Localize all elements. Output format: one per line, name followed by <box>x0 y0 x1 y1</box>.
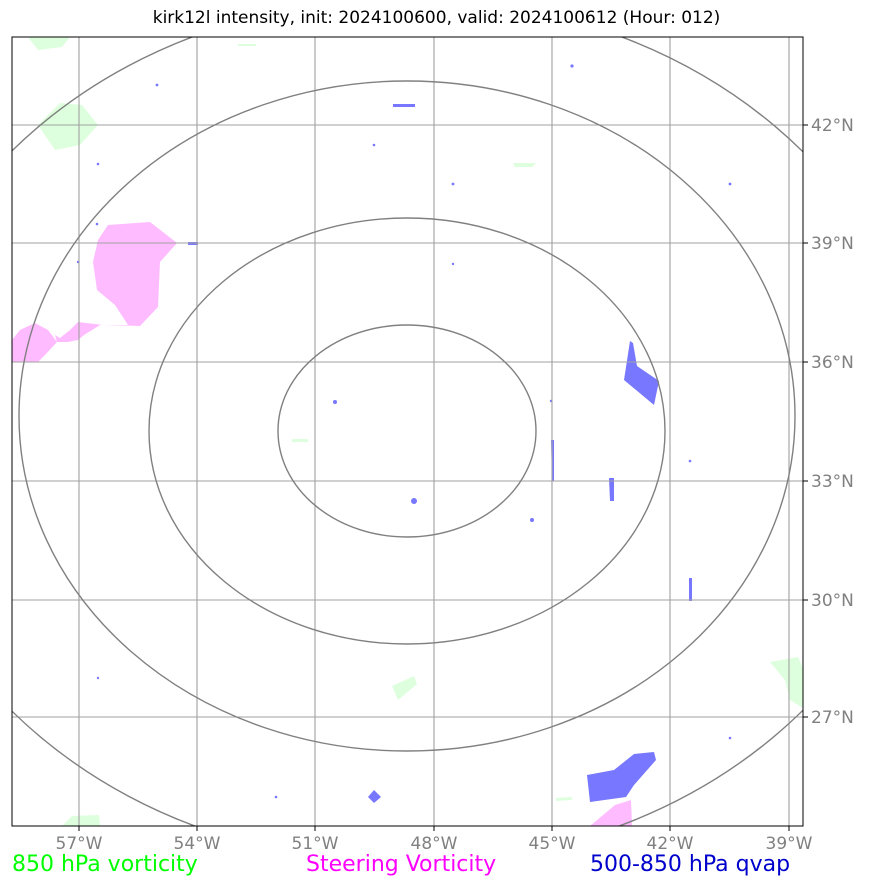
graticule <box>12 37 803 826</box>
lat-label: 42°N <box>811 116 854 136</box>
lat-label: 36°N <box>811 353 854 373</box>
map-title: kirk12l intensity, init: 2024100600, val… <box>152 8 721 28</box>
qvap-dot <box>96 676 100 680</box>
lat-labels: 42°N 39°N 36°N 33°N 30°N 27°N <box>811 116 854 728</box>
qvap-patch <box>624 341 659 405</box>
vorticity-patch <box>38 103 98 150</box>
lon-label: 48°W <box>411 834 458 854</box>
vorticity-contours <box>28 37 803 826</box>
map-plot-area <box>12 37 803 826</box>
lon-label: 45°W <box>529 834 576 854</box>
map-frame <box>11 36 804 827</box>
qvap-dot <box>570 64 574 68</box>
qvap-dot <box>155 83 159 87</box>
qvap-patch <box>393 104 415 107</box>
steering-patch <box>12 323 57 362</box>
vorticity-patch <box>392 676 417 700</box>
lon-label: 51°W <box>292 834 339 854</box>
range-ring <box>148 217 666 645</box>
vorticity-patch <box>513 163 536 167</box>
vorticity-patch <box>292 439 308 442</box>
lat-label: 27°N <box>811 708 854 728</box>
legend-850hpa-vorticity: 850 hPa vorticity <box>12 852 198 877</box>
vorticity-patch <box>556 797 572 801</box>
steering-patch <box>55 222 177 342</box>
qvap-dot <box>96 162 100 166</box>
steering-vorticity-contours <box>12 222 632 826</box>
vorticity-patch <box>770 657 803 708</box>
qvap-dot <box>411 498 417 504</box>
qvap-dot <box>333 400 337 404</box>
range-ring <box>18 80 796 752</box>
qvap-dot <box>451 182 455 186</box>
qvap-dot <box>688 459 692 463</box>
qvap-dot <box>95 222 99 226</box>
lon-label: 54°W <box>174 834 221 854</box>
qvap-dot <box>274 795 278 799</box>
lat-label: 33°N <box>811 472 854 492</box>
qvap-dot <box>728 736 732 740</box>
qvap-patch <box>587 752 656 802</box>
vorticity-patch <box>62 815 100 826</box>
vorticity-patch <box>238 44 256 46</box>
steering-patch <box>590 800 632 826</box>
qvap-patch <box>368 790 381 803</box>
range-ring <box>12 37 803 826</box>
legend-steering-vorticity: Steering Vorticity <box>306 852 497 877</box>
lat-label: 39°N <box>811 234 854 254</box>
lon-label: 42°W <box>647 834 694 854</box>
lon-labels: 57°W 54°W 51°W 48°W 45°W 42°W 39°W <box>56 834 813 854</box>
qvap-patch <box>689 578 692 601</box>
qvap-dot <box>451 262 455 266</box>
lon-label: 57°W <box>56 834 103 854</box>
lon-label: 39°W <box>766 834 813 854</box>
axis-ticks <box>78 124 808 831</box>
vorticity-patch <box>28 37 70 50</box>
legend-qvap: 500-850 hPa qvap <box>590 852 791 877</box>
qvap-dot <box>728 182 732 186</box>
lat-label: 30°N <box>811 591 854 611</box>
qvap-patch <box>609 478 614 501</box>
qvap-dot <box>530 518 534 522</box>
qvap-dot <box>372 143 376 147</box>
range-ring <box>277 324 537 538</box>
range-rings <box>12 37 803 826</box>
